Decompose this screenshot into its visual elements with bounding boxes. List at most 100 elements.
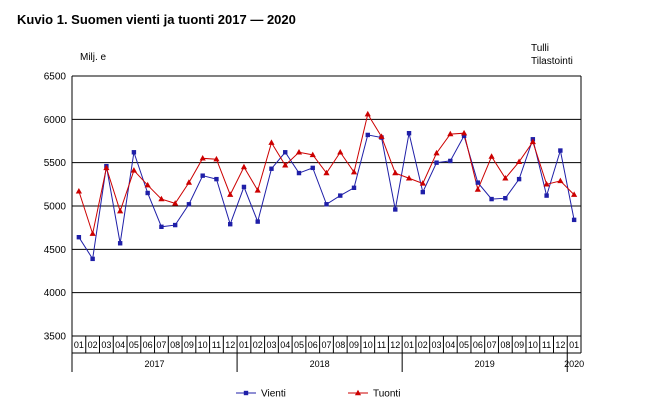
x-tick-label: 01 <box>239 340 249 350</box>
y-unit-label: Milj. e <box>80 52 107 63</box>
data-point-tuonti <box>378 133 385 139</box>
year-label: 2017 <box>145 359 165 369</box>
data-point-tuonti <box>474 186 481 192</box>
data-point-tuonti <box>117 207 124 214</box>
data-point-vienti <box>324 202 329 207</box>
source-line: Tilastointi <box>531 56 573 67</box>
x-tick-label: 01 <box>569 340 579 350</box>
data-point-vienti <box>186 202 192 207</box>
data-point-vienti <box>338 193 343 198</box>
x-tick-label: 06 <box>473 340 483 350</box>
source-label: Tulli Tilastointi <box>531 42 573 68</box>
year-label: 2018 <box>310 359 330 369</box>
data-point-tuonti <box>364 110 371 117</box>
data-point-tuonti <box>557 177 564 184</box>
x-tick-label: 02 <box>253 340 263 350</box>
x-tick-label: 03 <box>432 340 442 350</box>
data-point-vienti <box>269 166 274 171</box>
data-point-tuonti <box>130 167 138 173</box>
data-point-vienti <box>351 185 357 190</box>
x-tick-label: 09 <box>184 340 194 350</box>
data-point-tuonti <box>254 187 261 193</box>
x-tick-label: 03 <box>266 340 276 350</box>
data-point-vienti <box>255 219 260 224</box>
data-point-tuonti <box>337 148 344 155</box>
x-tick-label: 05 <box>294 340 304 350</box>
data-point-tuonti <box>350 168 358 175</box>
x-tick-label: 10 <box>198 340 208 350</box>
source-line: Tulli <box>531 43 549 54</box>
data-point-vienti <box>76 235 82 240</box>
x-tick-label: 12 <box>390 340 400 350</box>
x-tick-label: 04 <box>445 340 455 350</box>
data-point-vienti <box>393 207 398 212</box>
y-tick-label: 4500 <box>44 245 67 256</box>
x-tick-label: 01 <box>404 340 414 350</box>
data-point-tuonti <box>419 180 426 186</box>
data-point-tuonti <box>529 138 536 145</box>
data-point-tuonti <box>515 158 523 164</box>
y-tick-label: 4000 <box>44 288 67 299</box>
data-point-vienti <box>461 133 467 138</box>
data-point-tuonti <box>282 161 289 168</box>
x-tick-label: 08 <box>170 340 180 350</box>
x-tick-label: 04 <box>115 340 125 350</box>
x-tick-label: 08 <box>335 340 345 350</box>
legend-marker <box>243 390 249 396</box>
data-point-vienti <box>159 224 164 229</box>
x-tick-label: 10 <box>528 340 538 350</box>
x-tick-label: 02 <box>418 340 428 350</box>
data-point-tuonti <box>227 191 234 197</box>
x-tick-label: 11 <box>212 340 221 350</box>
data-point-vienti <box>475 180 481 185</box>
x-tick-label: 05 <box>459 340 469 350</box>
y-tick-label: 6000 <box>44 115 67 126</box>
data-point-vienti <box>434 160 439 165</box>
data-point-tuonti <box>172 200 179 206</box>
data-point-tuonti <box>75 187 82 194</box>
data-point-tuonti <box>309 151 316 158</box>
series-line-vienti <box>78 133 575 261</box>
x-tick-label: 07 <box>487 340 497 350</box>
data-point-tuonti <box>89 230 96 236</box>
data-point-tuonti <box>144 181 151 188</box>
data-point-tuonti <box>392 169 399 176</box>
data-point-tuonti <box>185 179 193 185</box>
year-label: 2019 <box>475 359 495 369</box>
data-point-vienti <box>420 189 425 195</box>
data-point-tuonti <box>543 181 550 187</box>
x-tick-label: 11 <box>542 340 551 350</box>
data-point-vienti <box>200 173 205 178</box>
data-point-vienti <box>214 176 219 182</box>
data-point-vienti <box>117 241 123 246</box>
x-tick-label: 09 <box>514 340 524 350</box>
y-tick-label: 5000 <box>44 202 67 213</box>
y-tick-label: 6500 <box>44 72 67 83</box>
x-tick-label: 03 <box>101 340 111 350</box>
data-point-vienti <box>310 165 315 171</box>
x-tick-label: 02 <box>88 340 98 350</box>
x-tick-label: 10 <box>363 340 373 350</box>
x-tick-label: 12 <box>555 340 565 350</box>
x-tick-label: 07 <box>156 340 166 350</box>
x-tick-label: 05 <box>129 340 139 350</box>
data-point-vienti <box>571 217 577 223</box>
x-tick-label: 06 <box>143 340 153 350</box>
x-tick-label: 11 <box>377 340 386 350</box>
data-point-vienti <box>228 222 233 227</box>
data-point-tuonti <box>323 169 330 176</box>
data-point-tuonti <box>405 174 413 181</box>
data-point-tuonti <box>295 148 303 155</box>
data-point-vienti <box>131 150 137 155</box>
legend-marker <box>354 389 362 396</box>
data-point-vienti <box>172 222 178 228</box>
x-tick-label: 07 <box>321 340 331 350</box>
data-point-vienti <box>489 196 494 202</box>
data-point-vienti <box>365 132 370 138</box>
data-point-tuonti <box>460 129 468 136</box>
data-point-vienti <box>296 170 302 176</box>
data-point-vienti <box>544 193 549 198</box>
data-point-tuonti <box>488 153 495 159</box>
